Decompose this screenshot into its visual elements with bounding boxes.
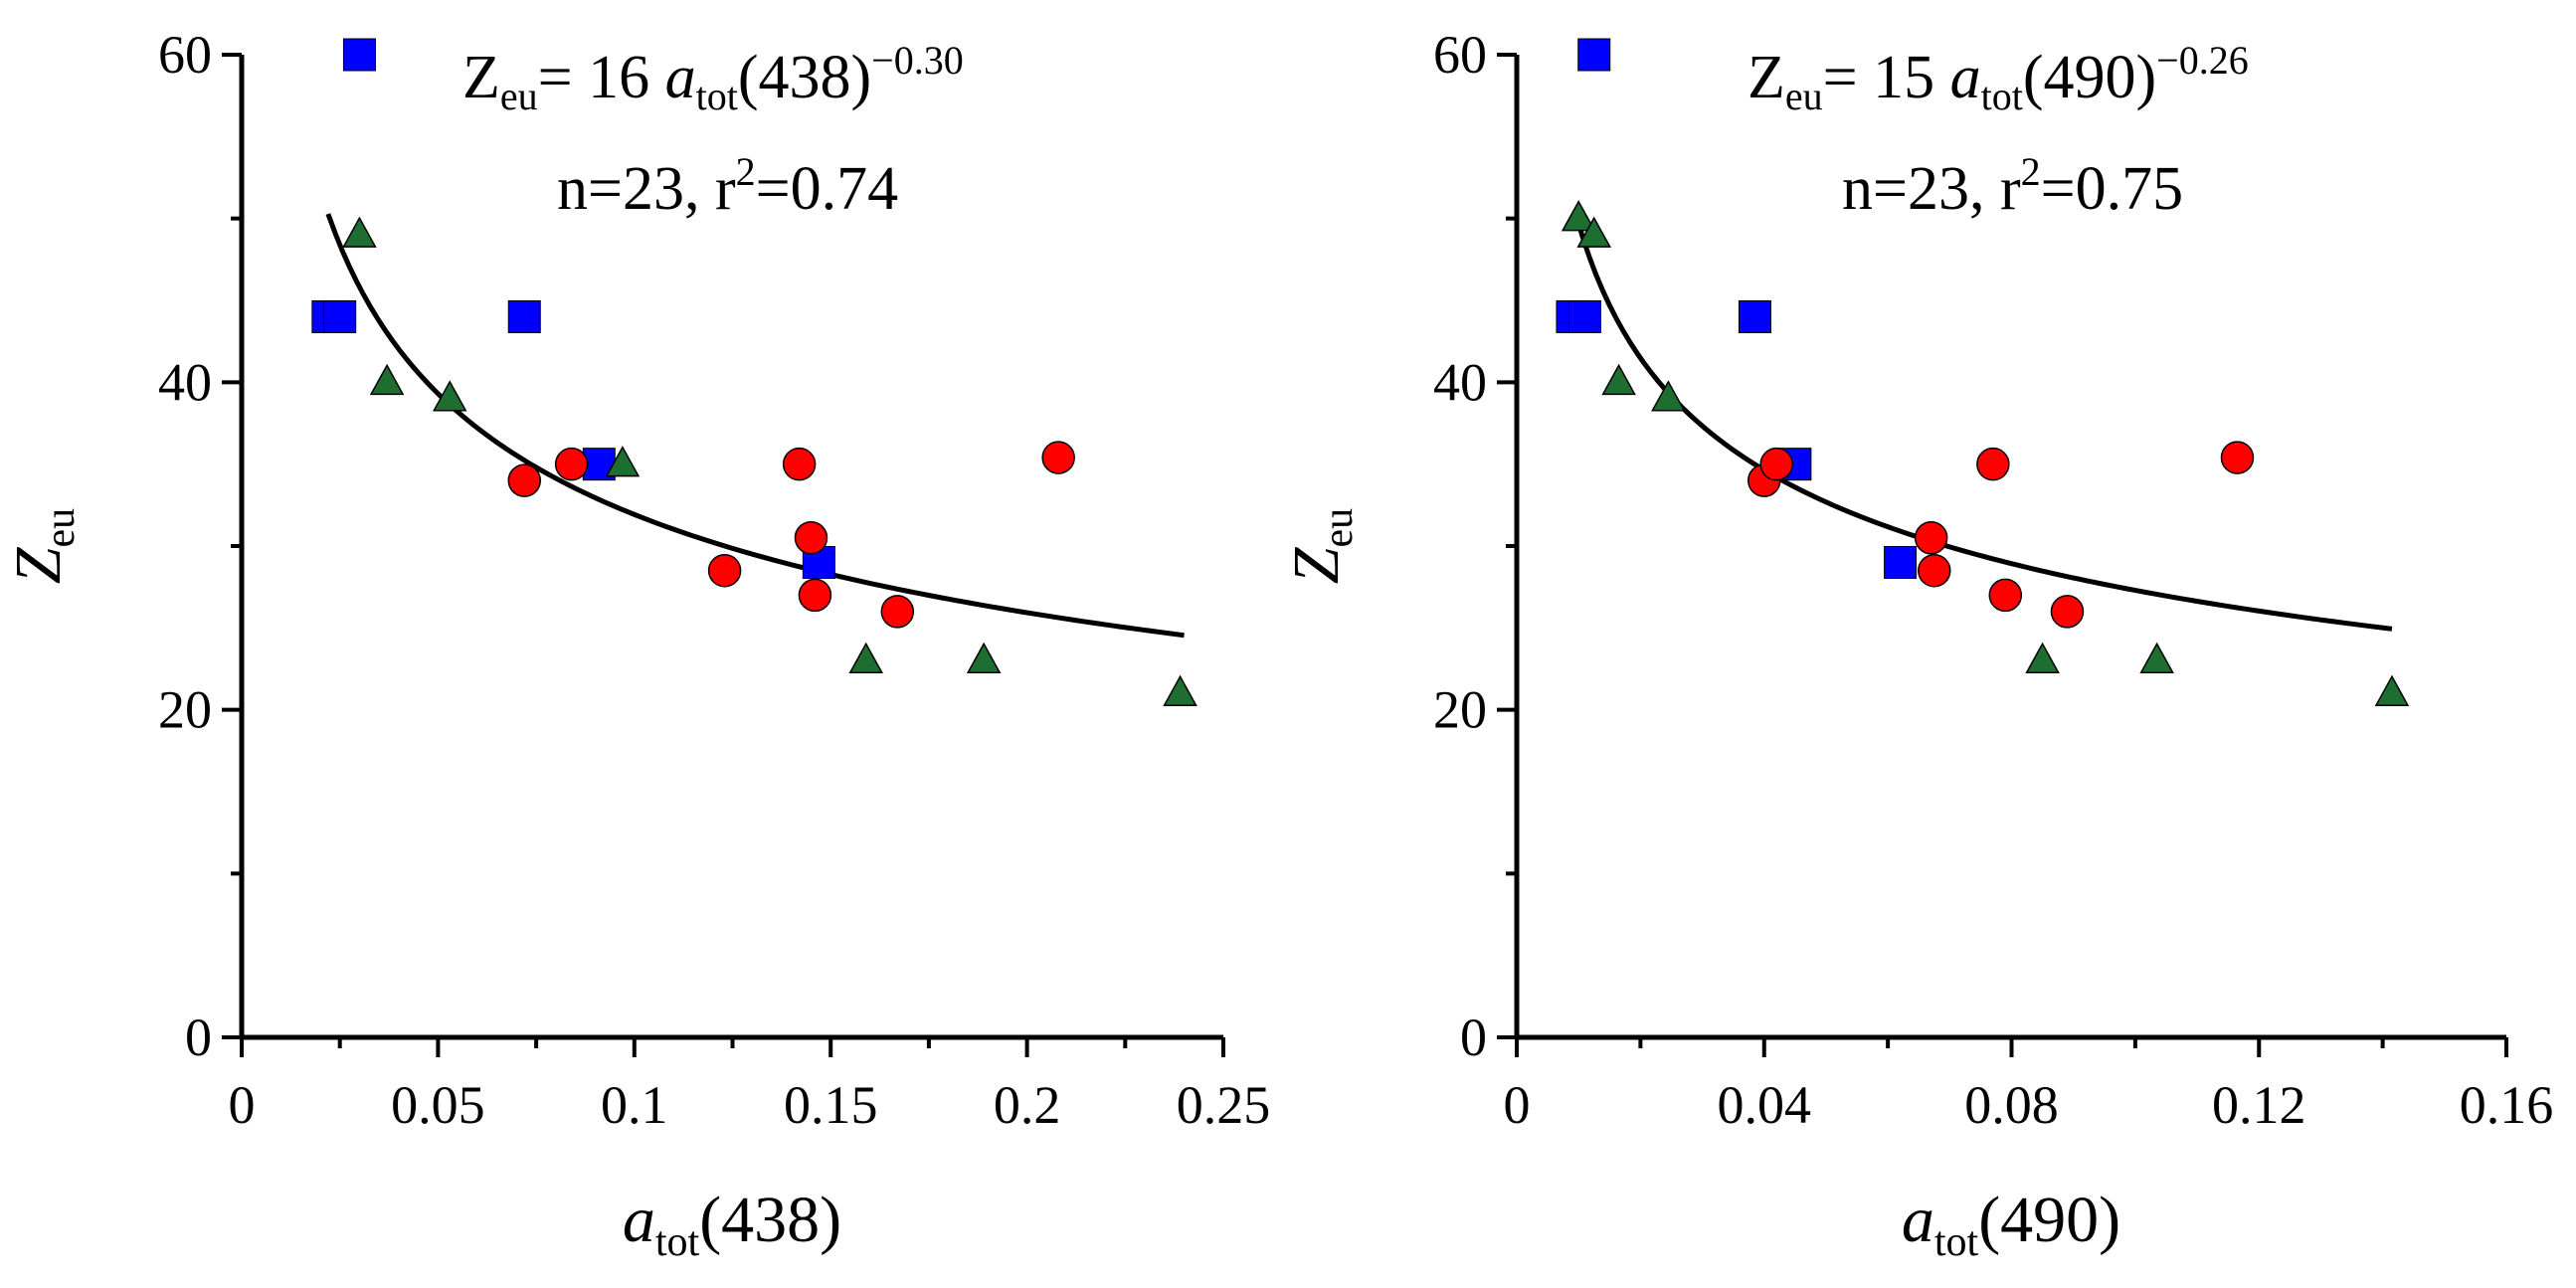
fit-curve	[1572, 212, 2393, 632]
eq-z-subscript: eu	[1785, 74, 1823, 118]
triangle-point	[1576, 216, 1612, 248]
y-axis-label: Zeu	[1280, 508, 1362, 584]
chart-right: 0 0.04 0.08 0.12 0.160204060atot(490)ZeuZeu=…	[1280, 25, 2553, 1265]
circle-point	[1976, 447, 2010, 481]
x-tick-label: 0.04	[1718, 1075, 1812, 1135]
square-point	[1884, 545, 1918, 579]
circle-point	[2050, 595, 2085, 629]
x-tick-label: 0	[229, 1075, 256, 1135]
x-label-argument: (438)	[699, 1184, 841, 1256]
stats-n: n=23, r	[1842, 155, 2021, 223]
x-tick-label: 0.08	[1964, 1075, 2059, 1135]
x-tick-label: 0.15	[784, 1075, 878, 1135]
y-tick-label: 0	[185, 1008, 212, 1067]
y-tick-label: 40	[158, 352, 212, 412]
eq-coefficient: = 15	[1823, 44, 1950, 111]
x-axis-label: atot(490)	[1902, 1184, 2120, 1265]
y-tick-label: 60	[158, 25, 212, 85]
fit-curve	[325, 213, 1185, 639]
circle-point	[798, 578, 832, 613]
square-point	[1567, 299, 1601, 333]
circle-point	[707, 553, 742, 588]
eq-exponent: −0.30	[871, 38, 964, 83]
triangle-point	[2025, 642, 2060, 674]
eq-z-subscript: eu	[500, 74, 538, 118]
triangle-point	[432, 380, 467, 412]
x-label-argument: (490)	[1978, 1184, 2120, 1256]
y-tick-label: 60	[1433, 25, 1487, 85]
y-label-symbol: Z	[1280, 546, 1353, 584]
eq-exponent: −0.26	[2156, 38, 2249, 83]
triangle-point	[1163, 674, 1197, 706]
stats-r-value: =0.74	[756, 155, 898, 223]
stats-r-superscript: 2	[2021, 149, 2041, 194]
eq-a-subscript: tot	[696, 74, 738, 118]
x-tick-label: 0.16	[2460, 1075, 2554, 1135]
chart-left: 0 0.05 0.1 0.15 0.2 0.250204060atot(438)ZeuZe…	[2, 25, 1270, 1265]
triangle-point	[1651, 380, 1686, 412]
triangle-point	[966, 642, 1002, 674]
x-axis-label: atot(438)	[623, 1184, 841, 1265]
x-label-subscript: tot	[1934, 1219, 1979, 1265]
stats-r-value: =0.75	[2041, 155, 2183, 223]
eq-z: Z	[1748, 44, 1785, 111]
triangle-point	[1601, 363, 1636, 396]
triangle-point	[605, 446, 641, 477]
stats-n: n=23, r	[557, 155, 736, 223]
circle-point	[794, 521, 828, 555]
x-label-symbol: a	[623, 1184, 655, 1256]
eq-a: a	[1950, 44, 1981, 111]
x-tick-label: 0.12	[2212, 1075, 2306, 1135]
circle-point	[507, 463, 542, 497]
y-tick-label: 40	[1433, 352, 1487, 412]
y-label-subscript: eu	[1316, 508, 1362, 548]
circle-point	[1914, 521, 1948, 555]
y-tick-label: 20	[1433, 680, 1487, 740]
fit-stats: n=23, r2=0.75	[1842, 149, 2183, 223]
circle-point	[2220, 441, 2255, 474]
triangle-point	[369, 363, 405, 396]
circle-point	[880, 595, 915, 629]
square-point	[1738, 299, 1771, 333]
triangle-point	[2139, 642, 2174, 674]
eq-a: a	[665, 44, 696, 111]
y-tick-label: 0	[1460, 1008, 1487, 1067]
x-tick-label: 0	[1504, 1075, 1531, 1135]
fit-equation: Zeu= 16 atot(438)−0.30	[462, 38, 964, 118]
eq-a-subscript: tot	[1981, 74, 2023, 118]
circle-point	[1988, 578, 2023, 613]
square-point	[323, 299, 357, 333]
fit-equation: Zeu= 15 atot(490)−0.26	[1748, 38, 2249, 118]
x-tick-label: 0.1	[601, 1075, 668, 1135]
triangle-point	[2374, 674, 2410, 706]
eq-argument: (490)	[2023, 44, 2156, 111]
square-point	[1577, 38, 1611, 72]
x-tick-label: 0.05	[391, 1075, 485, 1135]
circle-point	[1041, 441, 1075, 474]
square-point	[342, 38, 376, 72]
stats-r-superscript: 2	[736, 149, 756, 194]
y-tick-label: 20	[158, 680, 212, 740]
x-tick-label: 0.2	[994, 1075, 1061, 1135]
x-label-subscript: tot	[655, 1219, 700, 1265]
circle-point	[1759, 447, 1793, 481]
x-label-symbol: a	[1902, 1184, 1934, 1256]
x-tick-label: 0.25	[1177, 1075, 1271, 1135]
circle-point	[554, 447, 589, 481]
fit-stats: n=23, r2=0.74	[557, 149, 898, 223]
triangle-point	[342, 216, 377, 248]
y-axis-label: Zeu	[2, 508, 84, 584]
eq-coefficient: = 16	[538, 44, 665, 111]
square-point	[507, 299, 541, 333]
y-label-subscript: eu	[38, 508, 84, 548]
triangle-point	[1561, 200, 1596, 232]
y-label-symbol: Z	[2, 546, 75, 584]
circle-point	[1918, 553, 1951, 588]
eq-argument: (438)	[738, 44, 871, 111]
circle-point	[782, 447, 817, 481]
eq-z: Z	[462, 44, 500, 111]
triangle-point	[848, 642, 884, 674]
